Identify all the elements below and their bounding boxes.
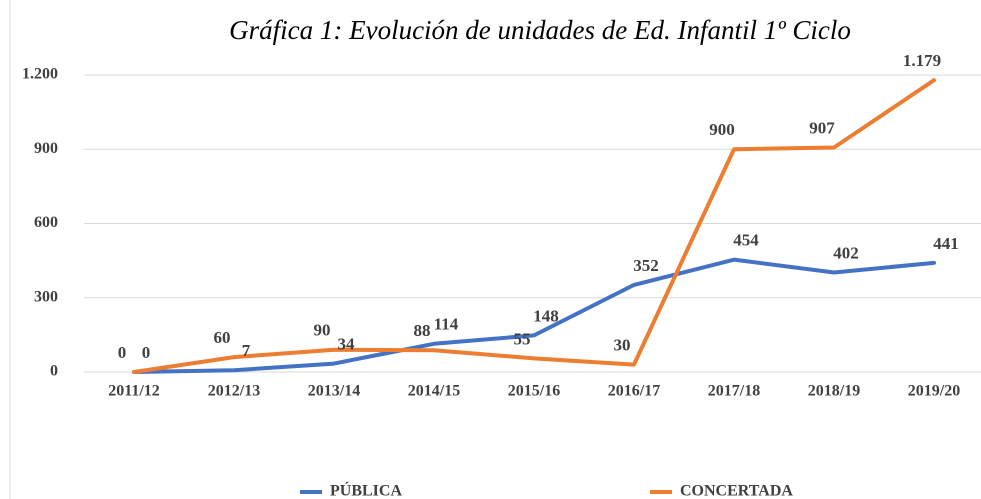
chart-title: Gráfica 1: Evolución de unidades de Ed. … (229, 15, 851, 45)
data-label: 1.179 (903, 51, 941, 70)
y-tick-label: 300 (34, 288, 58, 305)
x-tick-label: 2017/18 (708, 383, 760, 400)
data-label: 55 (514, 329, 531, 348)
y-tick-label: 900 (34, 140, 58, 157)
legend-label: PÚBLICA (330, 481, 402, 499)
data-label: 114 (434, 315, 459, 334)
data-label: 900 (709, 120, 735, 139)
data-label: 441 (933, 234, 959, 253)
data-label: 352 (633, 256, 659, 275)
x-tick-label: 2016/17 (608, 383, 660, 400)
series-line (132, 257, 936, 374)
data-label: 0 (142, 343, 151, 362)
data-label: 88 (414, 321, 431, 340)
x-tick-label: 2018/19 (808, 383, 860, 400)
data-label: 402 (833, 243, 859, 262)
x-tick-label: 2015/16 (508, 383, 560, 400)
series-line (132, 78, 936, 374)
x-tick-label: 2019/20 (908, 383, 960, 400)
data-label: 148 (533, 306, 559, 325)
data-label: 7 (242, 341, 251, 360)
data-label: 454 (733, 231, 759, 250)
data-label: 30 (614, 335, 631, 354)
x-tick-label: 2012/13 (208, 383, 260, 400)
legend-label: CONCERTADA (680, 483, 793, 499)
data-label: 34 (338, 334, 356, 353)
data-label: 0 (118, 343, 127, 362)
data-label: 60 (214, 328, 231, 347)
x-tick-label: 2013/14 (308, 383, 360, 400)
y-tick-label: 0 (50, 363, 58, 380)
data-label: 907 (809, 118, 835, 137)
x-tick-label: 2011/12 (108, 383, 160, 400)
y-tick-label: 600 (34, 214, 58, 231)
y-tick-label: 1.200 (22, 66, 58, 83)
x-tick-label: 2014/15 (408, 383, 460, 400)
data-label: 90 (314, 321, 331, 340)
